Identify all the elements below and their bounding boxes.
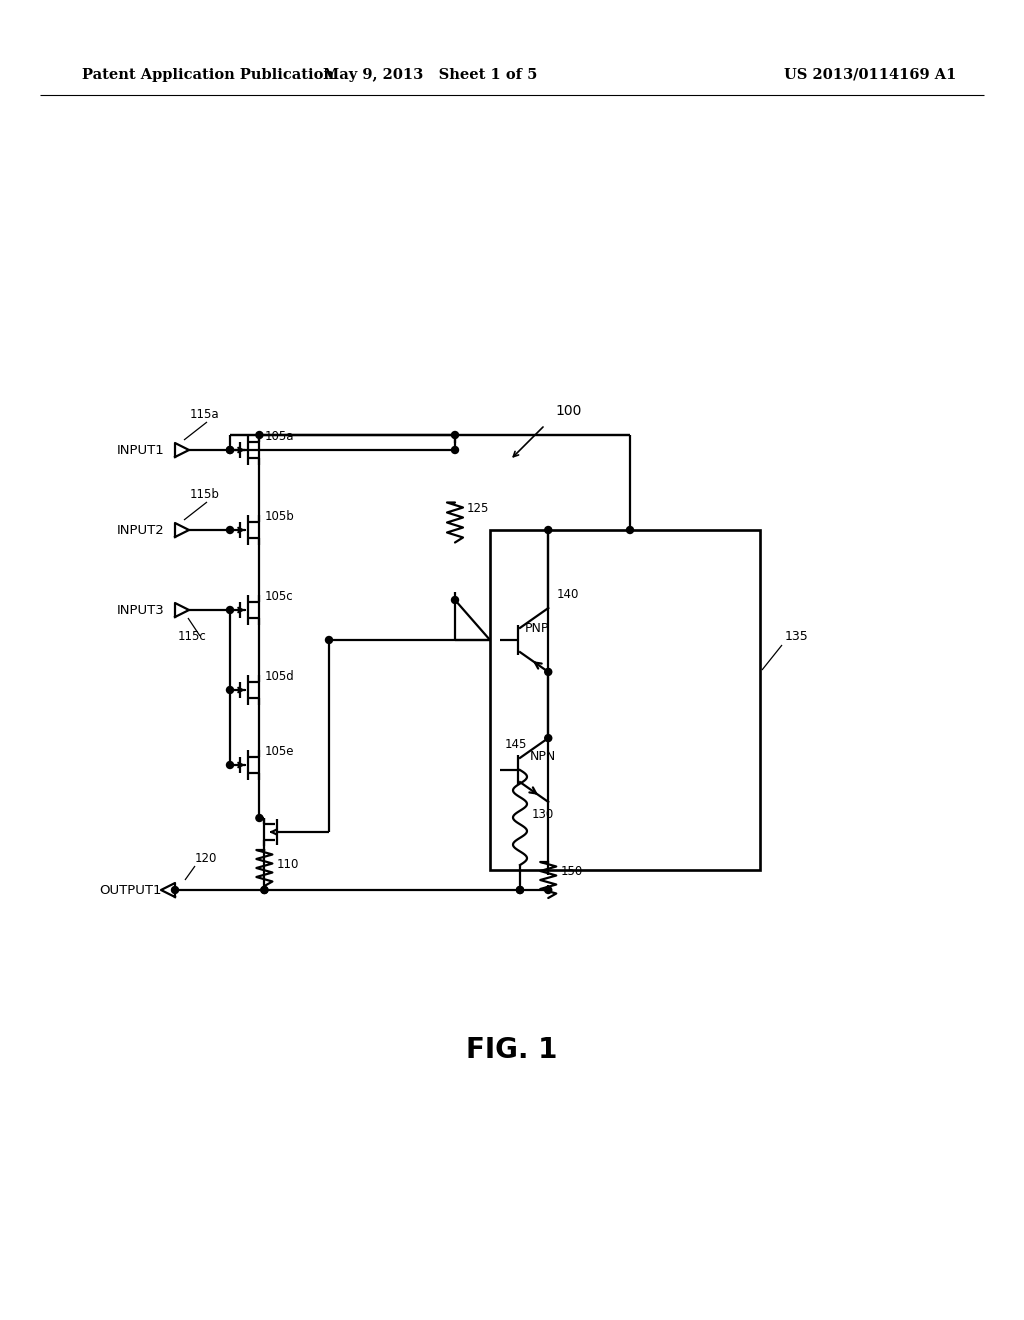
- Circle shape: [261, 887, 268, 894]
- Circle shape: [452, 432, 459, 438]
- Circle shape: [256, 432, 263, 438]
- Bar: [490, 531, 760, 870]
- Text: 110: 110: [276, 858, 299, 871]
- Circle shape: [226, 527, 233, 533]
- Circle shape: [226, 606, 233, 614]
- Circle shape: [256, 814, 263, 821]
- Text: 115a: 115a: [190, 408, 219, 421]
- Text: 105d: 105d: [264, 671, 294, 682]
- Text: 130: 130: [532, 808, 554, 821]
- Text: NPN: NPN: [530, 750, 556, 763]
- Text: INPUT1: INPUT1: [118, 444, 165, 457]
- Circle shape: [326, 636, 333, 644]
- Circle shape: [545, 887, 552, 894]
- Text: 140: 140: [556, 589, 579, 601]
- Text: OUTPUT1: OUTPUT1: [99, 883, 162, 896]
- Text: US 2013/0114169 A1: US 2013/0114169 A1: [783, 69, 956, 82]
- Circle shape: [516, 887, 523, 894]
- Text: 105e: 105e: [264, 744, 294, 758]
- Circle shape: [516, 887, 523, 894]
- Circle shape: [545, 735, 552, 742]
- Text: INPUT2: INPUT2: [118, 524, 165, 536]
- Text: 150: 150: [560, 865, 583, 878]
- Text: 120: 120: [195, 851, 217, 865]
- Circle shape: [261, 887, 268, 894]
- Text: 125: 125: [467, 503, 489, 516]
- Circle shape: [226, 762, 233, 768]
- Circle shape: [545, 527, 552, 533]
- Circle shape: [627, 527, 634, 533]
- Text: Patent Application Publication: Patent Application Publication: [82, 69, 334, 82]
- Circle shape: [171, 887, 178, 894]
- Text: PNP: PNP: [525, 622, 549, 635]
- Text: 105b: 105b: [264, 510, 294, 523]
- Circle shape: [452, 446, 459, 454]
- Text: 105c: 105c: [264, 590, 293, 603]
- Circle shape: [545, 668, 552, 676]
- Text: 100: 100: [555, 404, 582, 418]
- Circle shape: [452, 597, 459, 603]
- Text: 145: 145: [505, 738, 527, 751]
- Text: 105a: 105a: [264, 430, 294, 444]
- Circle shape: [226, 446, 233, 454]
- Text: FIG. 1: FIG. 1: [466, 1036, 558, 1064]
- Circle shape: [226, 446, 233, 454]
- Text: 115b: 115b: [190, 488, 220, 502]
- Text: 135: 135: [785, 630, 809, 643]
- Text: 115c: 115c: [178, 630, 207, 643]
- Text: May 9, 2013   Sheet 1 of 5: May 9, 2013 Sheet 1 of 5: [323, 69, 538, 82]
- Text: INPUT3: INPUT3: [118, 603, 165, 616]
- Circle shape: [226, 686, 233, 693]
